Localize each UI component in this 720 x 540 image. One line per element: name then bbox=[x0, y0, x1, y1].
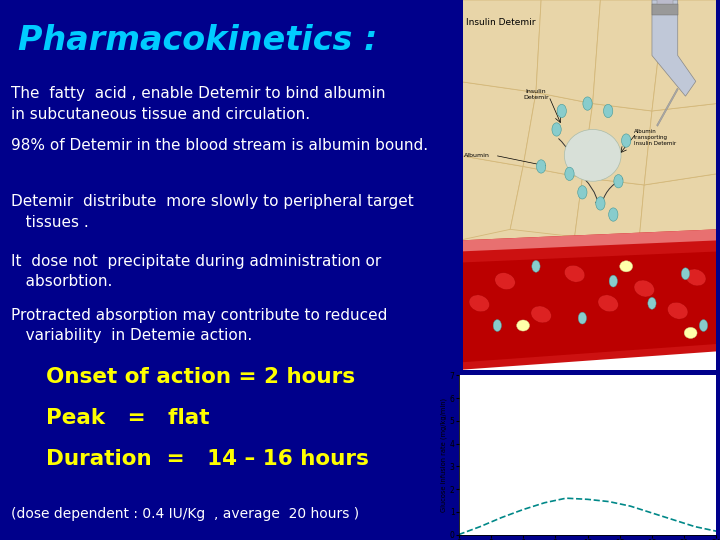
Bar bbox=[459, 0, 716, 240]
Polygon shape bbox=[639, 174, 716, 240]
Polygon shape bbox=[582, 104, 652, 185]
Circle shape bbox=[603, 104, 613, 118]
Polygon shape bbox=[593, 0, 665, 111]
Circle shape bbox=[552, 123, 561, 136]
Polygon shape bbox=[459, 230, 716, 370]
Text: Detemir  distribute  more slowly to peripheral target
   tissues .: Detemir distribute more slowly to periph… bbox=[12, 194, 414, 230]
Ellipse shape bbox=[469, 295, 490, 312]
Polygon shape bbox=[510, 166, 582, 237]
Bar bbox=[657, 0, 672, 4]
Polygon shape bbox=[523, 92, 593, 178]
Circle shape bbox=[608, 208, 618, 221]
Text: Albumin: Albumin bbox=[464, 153, 490, 158]
Ellipse shape bbox=[684, 327, 697, 339]
Circle shape bbox=[648, 298, 656, 309]
Text: It  dose not  precipitate during administration or
   absorbtion.: It dose not precipitate during administr… bbox=[12, 254, 382, 289]
Circle shape bbox=[577, 186, 587, 199]
Circle shape bbox=[614, 174, 623, 188]
Ellipse shape bbox=[531, 306, 552, 323]
Polygon shape bbox=[459, 82, 536, 166]
Circle shape bbox=[699, 320, 708, 332]
Ellipse shape bbox=[634, 280, 654, 297]
Text: Duration  =   14 – 16 hours: Duration = 14 – 16 hours bbox=[46, 449, 369, 469]
Circle shape bbox=[532, 260, 540, 272]
Polygon shape bbox=[652, 0, 696, 96]
Circle shape bbox=[681, 268, 690, 280]
Text: Peak   =   flat: Peak = flat bbox=[46, 408, 210, 428]
Circle shape bbox=[557, 104, 567, 118]
Ellipse shape bbox=[685, 269, 706, 286]
Circle shape bbox=[536, 160, 546, 173]
FancyArrow shape bbox=[657, 88, 678, 126]
Circle shape bbox=[595, 197, 605, 210]
Circle shape bbox=[583, 97, 592, 110]
Text: 98% of Detemir in the blood stream is albumin bound.: 98% of Detemir in the blood stream is al… bbox=[12, 138, 428, 153]
Bar bbox=[459, 0, 462, 370]
Text: Onset of action = 2 hours: Onset of action = 2 hours bbox=[46, 367, 355, 387]
Polygon shape bbox=[575, 178, 644, 240]
Ellipse shape bbox=[598, 295, 618, 312]
Ellipse shape bbox=[667, 302, 688, 319]
Polygon shape bbox=[536, 0, 600, 104]
Bar bbox=[652, 4, 678, 15]
Text: Insulin Detemir: Insulin Detemir bbox=[467, 18, 536, 28]
Y-axis label: Glucose infusion rate (mg/kg/min): Glucose infusion rate (mg/kg/min) bbox=[441, 398, 447, 512]
Circle shape bbox=[493, 320, 501, 332]
Polygon shape bbox=[459, 156, 523, 240]
Polygon shape bbox=[459, 252, 716, 362]
Polygon shape bbox=[652, 0, 716, 111]
Polygon shape bbox=[459, 230, 716, 252]
Ellipse shape bbox=[564, 130, 621, 181]
Circle shape bbox=[621, 134, 631, 147]
Text: Albumin
transporting
Insulin Detemir: Albumin transporting Insulin Detemir bbox=[634, 130, 676, 146]
Text: The  fatty  acid , enable Detemir to bind albumin
in subcutaneous tissue and cir: The fatty acid , enable Detemir to bind … bbox=[12, 86, 386, 122]
Ellipse shape bbox=[517, 320, 529, 331]
Text: Insulin
Detemir: Insulin Detemir bbox=[523, 89, 549, 99]
Polygon shape bbox=[644, 104, 716, 185]
Ellipse shape bbox=[495, 273, 516, 289]
Polygon shape bbox=[459, 0, 541, 92]
Ellipse shape bbox=[620, 261, 633, 272]
Ellipse shape bbox=[564, 265, 585, 282]
Circle shape bbox=[578, 312, 587, 324]
Text: Pharmacokinetics :: Pharmacokinetics : bbox=[18, 24, 378, 57]
Circle shape bbox=[609, 275, 618, 287]
Circle shape bbox=[564, 167, 574, 180]
Text: Protracted absorption may contribute to reduced
   variability  in Detemie actio: Protracted absorption may contribute to … bbox=[12, 308, 388, 343]
Text: (dose dependent : 0.4 IU/Kg  , average  20 hours ): (dose dependent : 0.4 IU/Kg , average 20… bbox=[12, 507, 359, 521]
